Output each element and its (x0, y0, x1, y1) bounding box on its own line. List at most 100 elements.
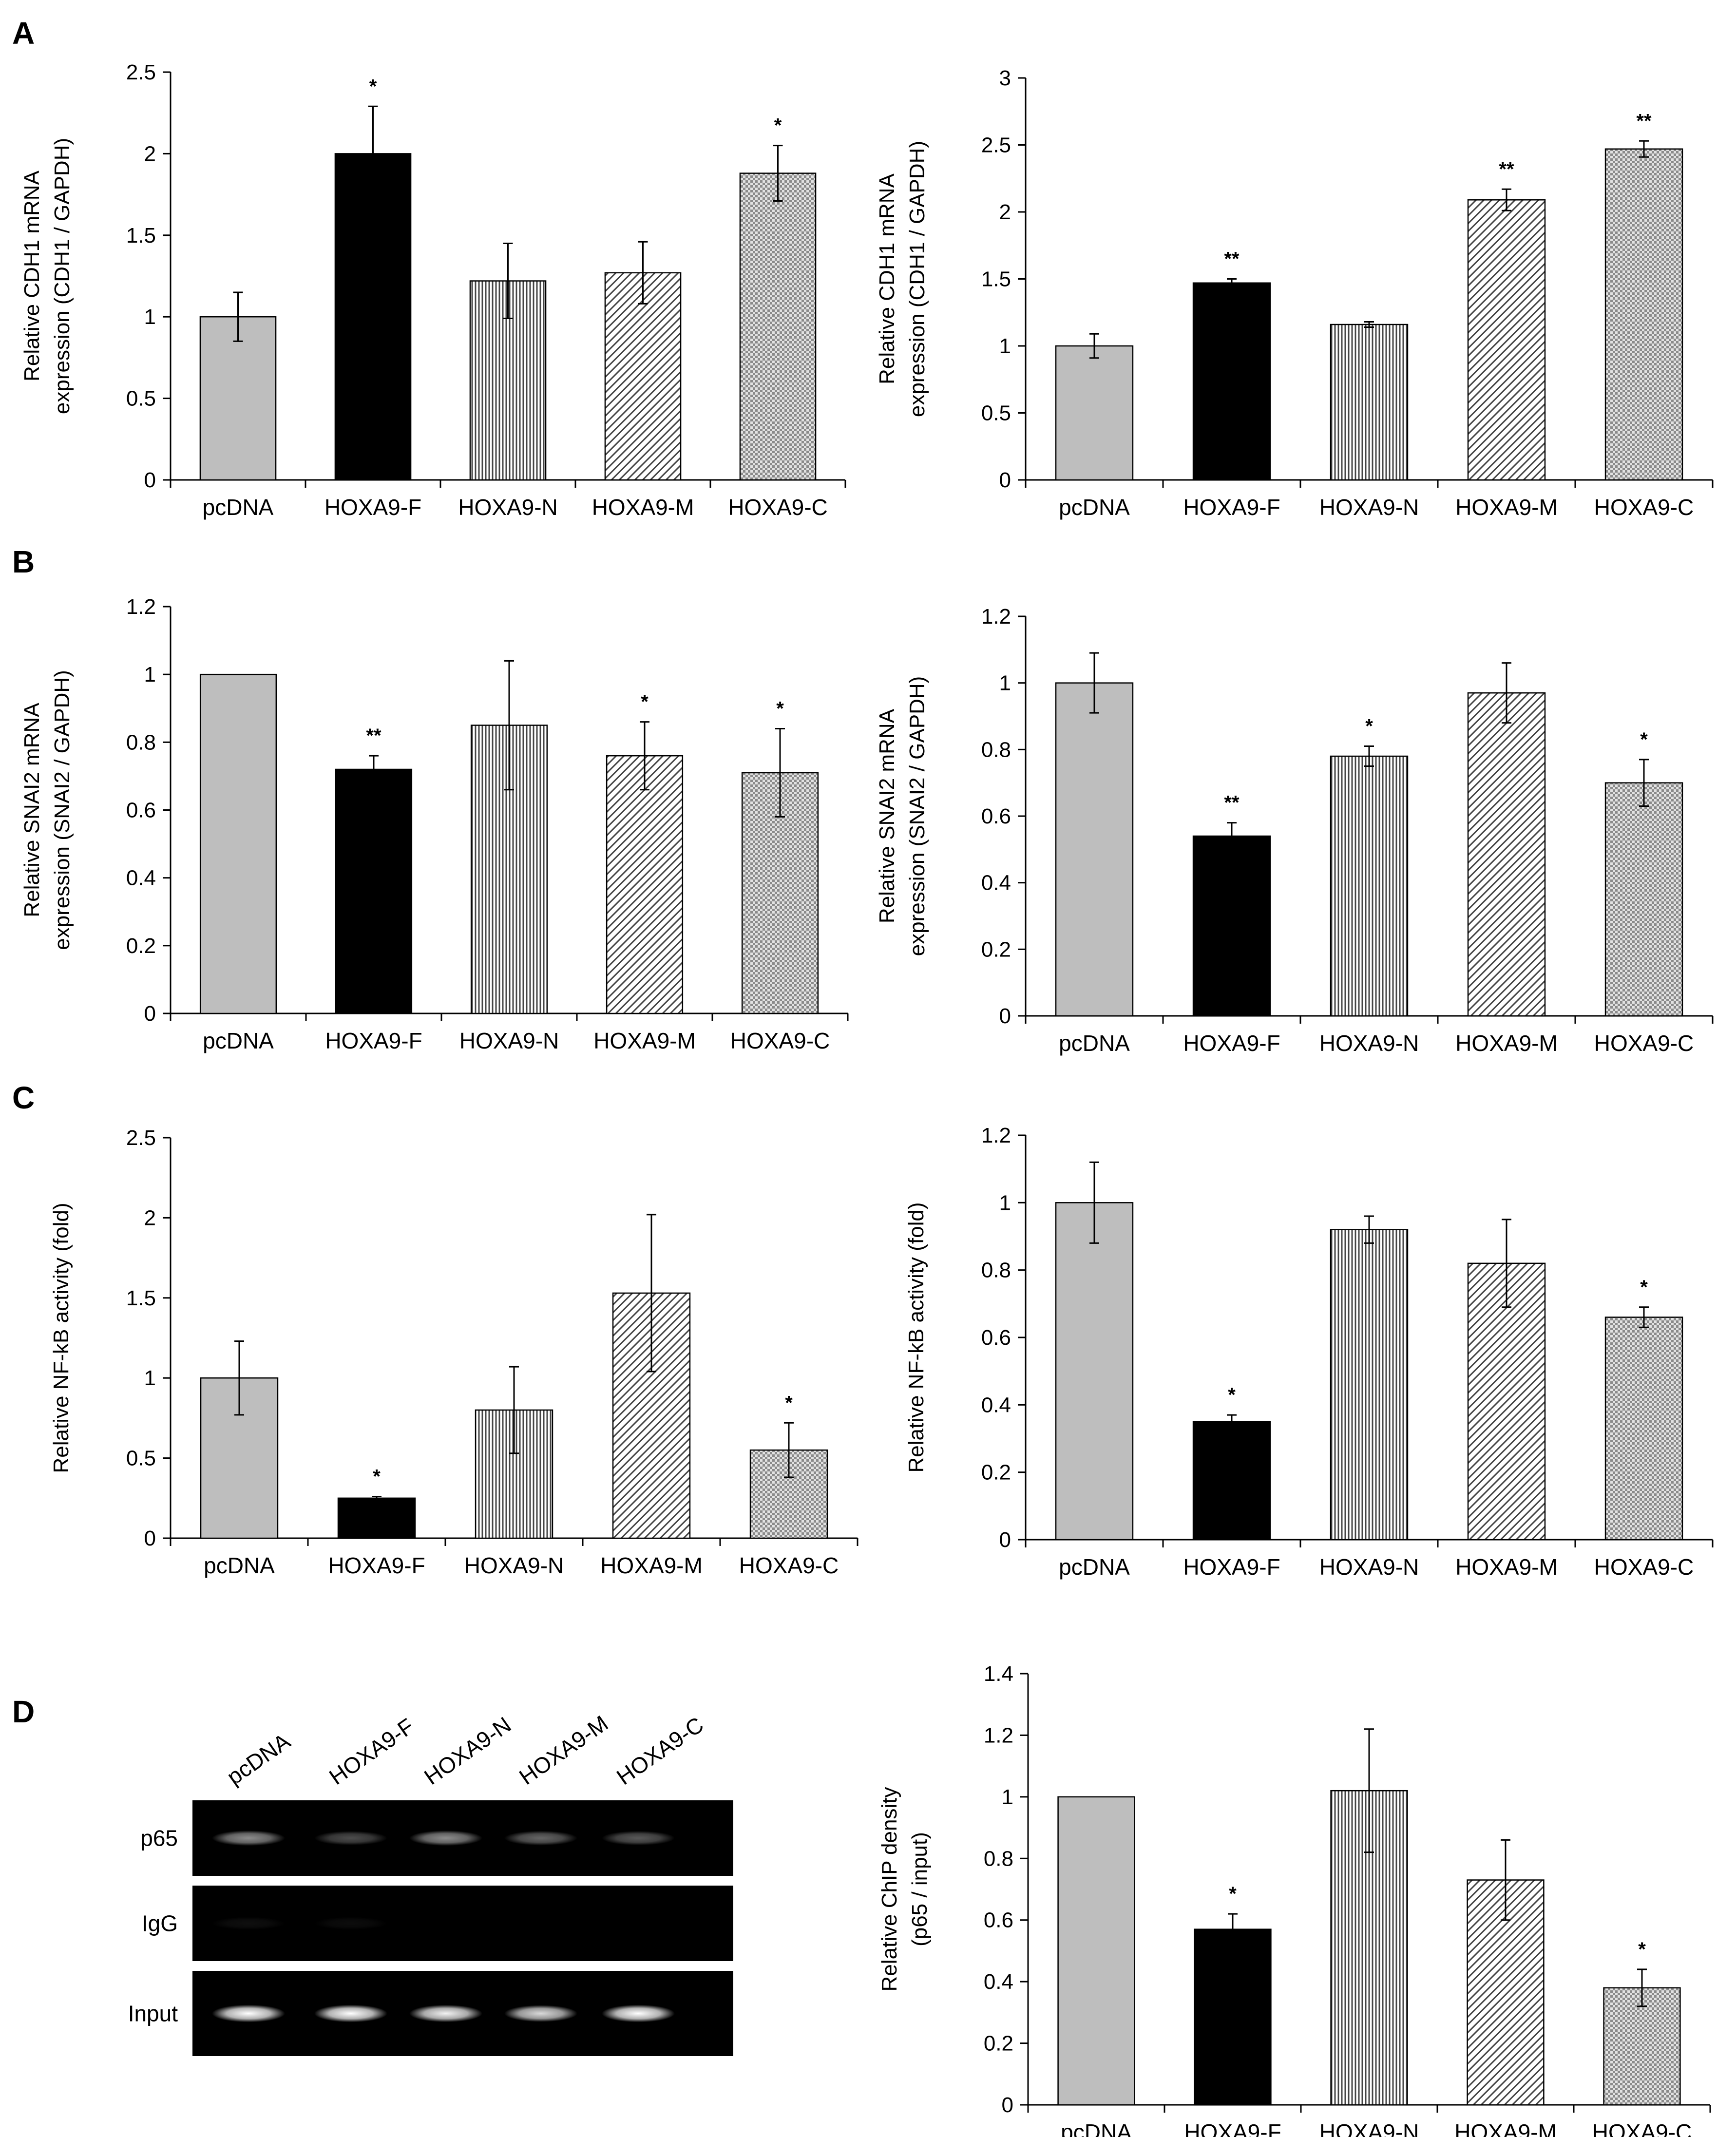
y-axis-title: Relative NF-kB activity (fold) (904, 1202, 928, 1472)
gel-band (314, 1917, 387, 1930)
bar (199, 316, 277, 481)
gel-band (602, 1831, 675, 1846)
bar (1467, 199, 1546, 481)
y-tick-label: 0.5 (981, 401, 1011, 425)
panel-label-c: C (12, 1080, 35, 1115)
x-tick-label: pcDNA (1059, 495, 1130, 520)
x-tick-label: HOXA9-F (1184, 2119, 1281, 2137)
y-tick-label: 1.2 (981, 1124, 1011, 1147)
y-tick-label: 0 (144, 468, 156, 492)
bar (1055, 345, 1134, 481)
bar (604, 272, 682, 481)
y-tick-label: 0.8 (984, 1847, 1013, 1870)
x-tick-label: pcDNA (1059, 1030, 1130, 1056)
bar (1330, 324, 1409, 481)
x-tick-label: HOXA9-M (1455, 495, 1558, 520)
x-tick-label: pcDNA (204, 1553, 275, 1578)
gel-band (409, 1830, 482, 1846)
x-tick-label: HOXA9-N (1319, 1554, 1419, 1580)
x-tick-label: HOXA9-M (1455, 1554, 1558, 1580)
gel-lane-label: HOXA9-F (324, 1713, 419, 1790)
y-tick-label: 1 (999, 1191, 1011, 1215)
significance-mark: * (1365, 716, 1373, 737)
panel-label-a: A (12, 16, 35, 51)
x-tick-label: pcDNA (1059, 1554, 1130, 1580)
chart-c-left: 0 0.5 1 1.5 2 2.5 pcDNA * HOXA9-F HOXA9-N HOXA9-M *… (49, 1126, 858, 1578)
x-tick-label: HOXA9-F (1183, 495, 1280, 520)
gel-row-label: Input (128, 2001, 178, 2026)
gel-band (314, 2004, 387, 2023)
significance-mark: * (1229, 1883, 1237, 1905)
y-tick-label: 0.6 (981, 804, 1011, 828)
chart-c-right: 0 0.2 0.4 0.6 0.8 1 1.2 pcDNA * HOXA9-F HOXA9-N HOX… (904, 1124, 1714, 1580)
significance-mark: ** (1499, 158, 1514, 180)
chart-b-left: 0 0.2 0.4 0.6 0.8 1 1.2 pcDNA ** HOXA9-F HOXA9-N * H… (20, 595, 849, 1053)
gel-band (409, 2004, 482, 2023)
bar (1194, 1928, 1272, 2106)
bar (1604, 1317, 1683, 1541)
y-tick-label: 1.5 (981, 267, 1011, 291)
significance-mark: * (1638, 1939, 1646, 1960)
y-tick-label: 0.5 (126, 1447, 156, 1470)
significance-mark: * (776, 698, 784, 720)
y-tick-label: 0.5 (126, 387, 156, 411)
x-tick-label: HOXA9-F (325, 1028, 422, 1053)
y-axis-title: Relative SNAI2 mRNA (875, 708, 899, 923)
x-tick-label: HOXA9-N (458, 495, 557, 520)
y-tick-label: 2.5 (126, 60, 156, 84)
bar (1057, 1796, 1135, 2106)
y-tick-label: 1 (1002, 1785, 1013, 1809)
x-tick-label: pcDNA (203, 1028, 274, 1053)
y-tick-label: 1.5 (126, 224, 156, 248)
y-axis-title: expression (SNAI2 / GAPDH) (50, 670, 74, 950)
bar (334, 153, 412, 481)
y-tick-label: 0.6 (126, 799, 156, 822)
y-tick-label: 0 (144, 1526, 156, 1550)
significance-mark: * (774, 115, 782, 136)
y-axis-title: Relative CDH1 mRNA (875, 173, 899, 384)
chart-a-left: 0 0.5 1 1.5 2 2.5 pcDNA * HOXA9-F HOXA9-N HOXA9-M *… (20, 60, 846, 520)
bar (1330, 755, 1409, 1017)
bar (1604, 782, 1683, 1017)
significance-mark: ** (1224, 792, 1240, 814)
x-tick-label: pcDNA (1061, 2119, 1132, 2137)
y-axis-title: expression (SNAI2 / GAPDH) (905, 676, 929, 956)
gel-band (212, 2004, 285, 2023)
gel-lane-label: pcDNA (222, 1728, 295, 1790)
chart-b-right: 0 0.2 0.4 0.6 0.8 1 1.2 pcDNA ** HOXA9-F * HOXA9-N H… (875, 605, 1714, 1056)
x-tick-label: HOXA9-C (739, 1553, 839, 1578)
bar (739, 172, 817, 481)
gel-band (504, 1831, 577, 1846)
bar (1055, 1202, 1134, 1541)
x-tick-label: HOXA9-N (1319, 2119, 1419, 2137)
bar (199, 673, 277, 1014)
y-tick-label: 0.6 (984, 1908, 1013, 1932)
chart-a-right: 0 0.5 1 1.5 2 2.5 3 pcDNA ** HOXA9-F HOXA9-N ** HOXA… (875, 66, 1714, 520)
x-tick-label: HOXA9-M (1455, 1030, 1558, 1056)
significance-mark: ** (366, 725, 382, 746)
y-tick-label: 1.5 (126, 1286, 156, 1310)
y-tick-label: 0 (999, 1528, 1011, 1552)
x-tick-label: HOXA9-M (600, 1553, 703, 1578)
x-tick-label: HOXA9-C (1592, 2119, 1692, 2137)
y-tick-label: 0.2 (126, 934, 156, 958)
significance-mark: * (369, 76, 377, 97)
y-tick-label: 2.5 (981, 134, 1011, 157)
x-tick-label: HOXA9-C (728, 495, 827, 520)
bar (1055, 682, 1134, 1017)
gel-band (212, 1917, 285, 1930)
y-tick-label: 2.5 (126, 1126, 156, 1150)
y-tick-label: 0 (144, 1002, 156, 1026)
x-tick-label: HOXA9-C (1594, 495, 1694, 520)
y-tick-label: 0 (999, 468, 1011, 492)
y-tick-label: 0.4 (984, 1970, 1013, 1994)
gel-row-label: p65 (140, 1826, 178, 1851)
gel-lane-label: HOXA9-C (612, 1712, 708, 1790)
y-tick-label: 3 (999, 66, 1011, 90)
x-tick-label: HOXA9-N (1319, 495, 1419, 520)
x-tick-label: HOXA9-M (1454, 2119, 1557, 2137)
y-tick-label: 0 (1002, 2093, 1013, 2117)
x-tick-label: HOXA9-F (1183, 1030, 1280, 1056)
